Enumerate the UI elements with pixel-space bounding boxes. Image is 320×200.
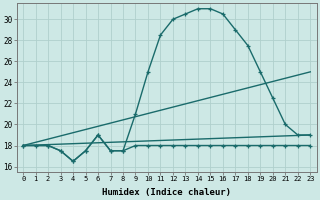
X-axis label: Humidex (Indice chaleur): Humidex (Indice chaleur) [102, 188, 231, 197]
